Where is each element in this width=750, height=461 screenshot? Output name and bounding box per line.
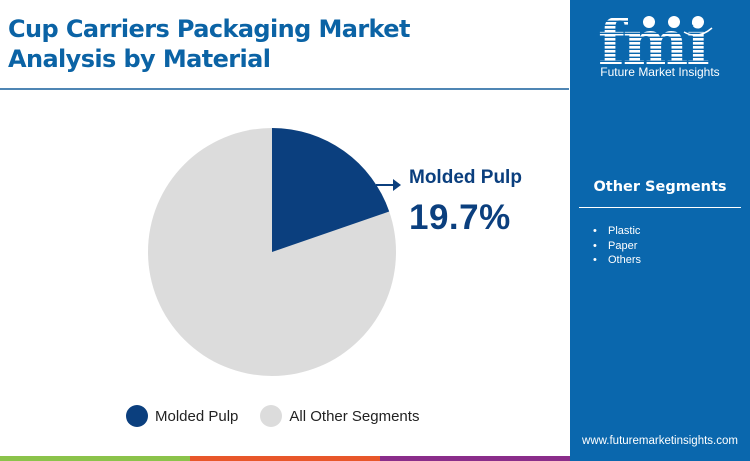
legend-item-all-other-segments: All Other Segments [260, 405, 419, 427]
svg-text:fmi: fmi [598, 10, 709, 66]
other-segments-list: Plastic Paper Others [593, 224, 641, 268]
globe-asia-icon [692, 16, 704, 28]
callout-value: 19.7% [409, 198, 511, 237]
sidebar-panel: fmi Future Market Insights Other Segment… [570, 0, 750, 461]
logo-subtitle: Future Market Insights [600, 65, 720, 79]
globe-americas-icon [643, 16, 655, 28]
segment-item-others: Others [593, 253, 641, 268]
title-line-2: Analysis by Material [8, 45, 271, 73]
legend-item-molded-pulp: Molded Pulp [126, 405, 238, 427]
bar-segment-orange [190, 456, 380, 461]
fmi-logo-icon: fmi [598, 10, 713, 66]
callout-arrow-icon [393, 179, 401, 191]
legend-label: Molded Pulp [155, 407, 239, 425]
website-url: www.futuremarketinsights.com [582, 435, 738, 447]
segment-item-plastic: Plastic [593, 224, 641, 239]
other-segments-title: Other Segments [593, 179, 727, 195]
callout-label: Molded Pulp [409, 167, 522, 188]
bar-segment-green [0, 456, 190, 461]
page-title: Cup Carriers Packaging Market Analysis b… [8, 14, 410, 74]
segments-divider [579, 207, 741, 208]
segment-item-paper: Paper [593, 239, 641, 254]
globe-europe-icon [668, 16, 680, 28]
bar-segment-purple [380, 456, 570, 461]
title-divider [0, 88, 569, 90]
pie-chart [148, 128, 401, 376]
legend-label: All Other Segments [289, 407, 420, 425]
legend-swatch-icon [126, 405, 148, 427]
bottom-color-bar [0, 456, 570, 461]
title-line-1: Cup Carriers Packaging Market [8, 15, 410, 43]
legend-swatch-icon [260, 405, 283, 427]
pie-slice-molded-pulp [272, 128, 390, 252]
chart-legend: Molded Pulp All Other Segments [126, 405, 441, 427]
